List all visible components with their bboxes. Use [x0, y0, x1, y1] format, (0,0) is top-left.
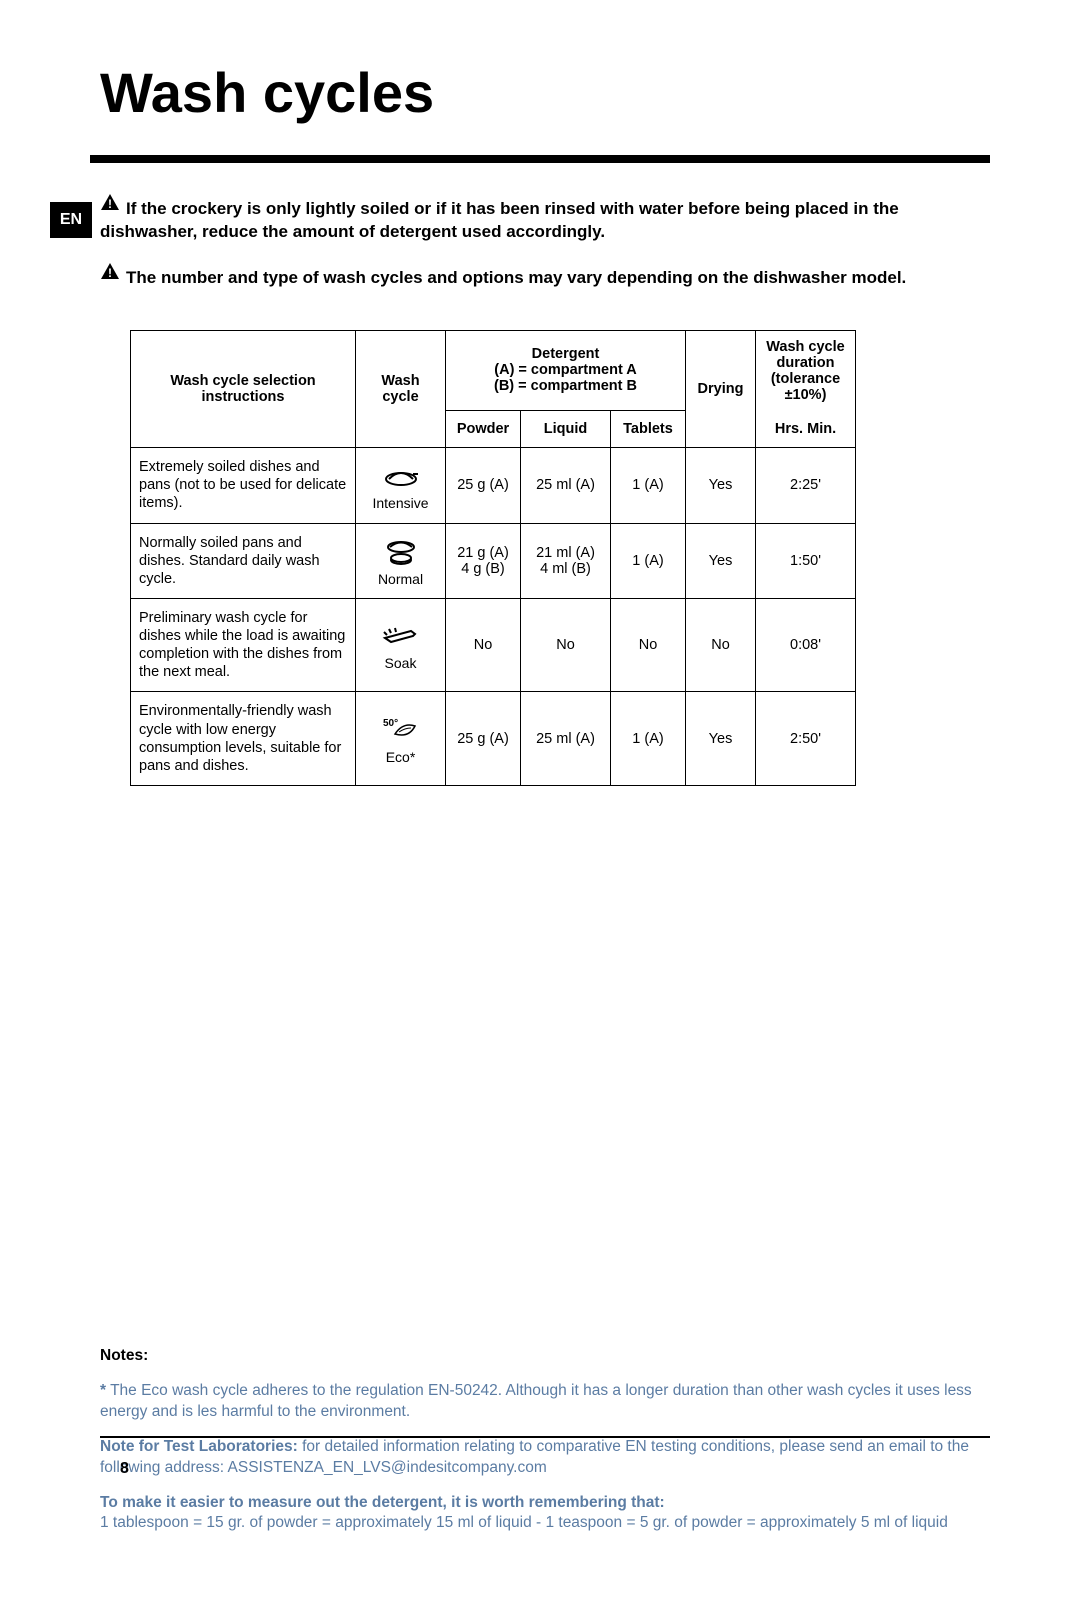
warning-1-text: If the crockery is only lightly soiled o…: [100, 199, 899, 241]
th-hrsmin: Hrs. Min.: [756, 411, 856, 448]
cycle-label: Soak: [364, 655, 437, 671]
language-tab: EN: [50, 202, 92, 238]
footer-rule: [100, 1436, 990, 1438]
cell-liquid: 25 ml (A): [521, 692, 611, 786]
cell-duration: 1:50': [756, 523, 856, 598]
th-liquid: Liquid: [521, 411, 611, 448]
svg-text:!: !: [108, 197, 112, 211]
svg-text:50°: 50°: [383, 718, 398, 729]
th-tablets: Tablets: [611, 411, 686, 448]
th-detergent: Detergent (A) = compartment A (B) = comp…: [446, 330, 686, 411]
cell-instructions: Normally soiled pans and dishes. Standar…: [131, 523, 356, 598]
measure-note-bold: To make it easier to measure out the det…: [100, 1494, 665, 1511]
table-row: Environmentally-friendly wash cycle with…: [131, 692, 856, 786]
th-instructions: Wash cycle selection instructions: [131, 330, 356, 448]
cycle-label: Eco*: [364, 749, 437, 765]
cell-powder: 21 g (A) 4 g (B): [446, 523, 521, 598]
cell-duration: 2:25': [756, 448, 856, 523]
eco-icon: 50°: [364, 713, 437, 747]
warning-2: ! The number and type of wash cycles and…: [100, 262, 990, 290]
notes-section: Notes: * The Eco wash cycle adheres to t…: [100, 1346, 990, 1534]
warning-2-text: The number and type of wash cycles and o…: [126, 268, 906, 287]
eco-note-text: The Eco wash cycle adheres to the regula…: [100, 1382, 972, 1420]
cell-cycle: Soak: [356, 598, 446, 692]
cell-instructions: Environmentally-friendly wash cycle with…: [131, 692, 356, 786]
cell-liquid: No: [521, 598, 611, 692]
cell-powder: No: [446, 598, 521, 692]
svg-text:!: !: [108, 266, 112, 280]
measure-note-text: 1 tablespoon = 15 gr. of powder = approx…: [100, 1514, 948, 1531]
cell-instructions: Extremely soiled dishes and pans (not to…: [131, 448, 356, 523]
wash-cycles-table: Wash cycle selection instructions Wash c…: [130, 330, 856, 786]
cell-tablets: 1 (A): [611, 523, 686, 598]
warning-icon: !: [100, 193, 120, 218]
cell-drying: Yes: [686, 448, 756, 523]
warning-icon: !: [100, 262, 120, 287]
cell-duration: 2:50': [756, 692, 856, 786]
cell-tablets: 1 (A): [611, 448, 686, 523]
th-drying: Drying: [686, 330, 756, 448]
table-row: Normally soiled pans and dishes. Standar…: [131, 523, 856, 598]
cell-liquid: 21 ml (A) 4 ml (B): [521, 523, 611, 598]
cell-cycle: Intensive: [356, 448, 446, 523]
warning-1: ! If the crockery is only lightly soiled…: [100, 193, 990, 244]
cell-powder: 25 g (A): [446, 448, 521, 523]
cell-duration: 0:08': [756, 598, 856, 692]
cell-liquid: 25 ml (A): [521, 448, 611, 523]
cell-tablets: 1 (A): [611, 692, 686, 786]
cell-cycle: Normal: [356, 523, 446, 598]
th-powder: Powder: [446, 411, 521, 448]
lab-note-bold: Note for Test Laboratories:: [100, 1438, 298, 1455]
page-number: 8: [120, 1460, 129, 1478]
th-cycle: Wash cycle: [356, 330, 446, 448]
cell-powder: 25 g (A): [446, 692, 521, 786]
notes-heading: Notes:: [100, 1347, 148, 1364]
cycle-label: Intensive: [364, 495, 437, 511]
page-title: Wash cycles: [100, 60, 990, 125]
cell-tablets: No: [611, 598, 686, 692]
table-row: Preliminary wash cycle for dishes while …: [131, 598, 856, 692]
cell-drying: No: [686, 598, 756, 692]
cell-instructions: Preliminary wash cycle for dishes while …: [131, 598, 356, 692]
cycle-label: Normal: [364, 571, 437, 587]
cell-drying: Yes: [686, 523, 756, 598]
title-rule: [90, 155, 990, 163]
normal-icon: [364, 535, 437, 569]
soak-icon: [364, 619, 437, 653]
cell-cycle: 50° Eco*: [356, 692, 446, 786]
table-row: Extremely soiled dishes and pans (not to…: [131, 448, 856, 523]
th-duration: Wash cycle duration (tolerance ±10%): [756, 330, 856, 411]
intensive-icon: [364, 459, 437, 493]
cell-drying: Yes: [686, 692, 756, 786]
